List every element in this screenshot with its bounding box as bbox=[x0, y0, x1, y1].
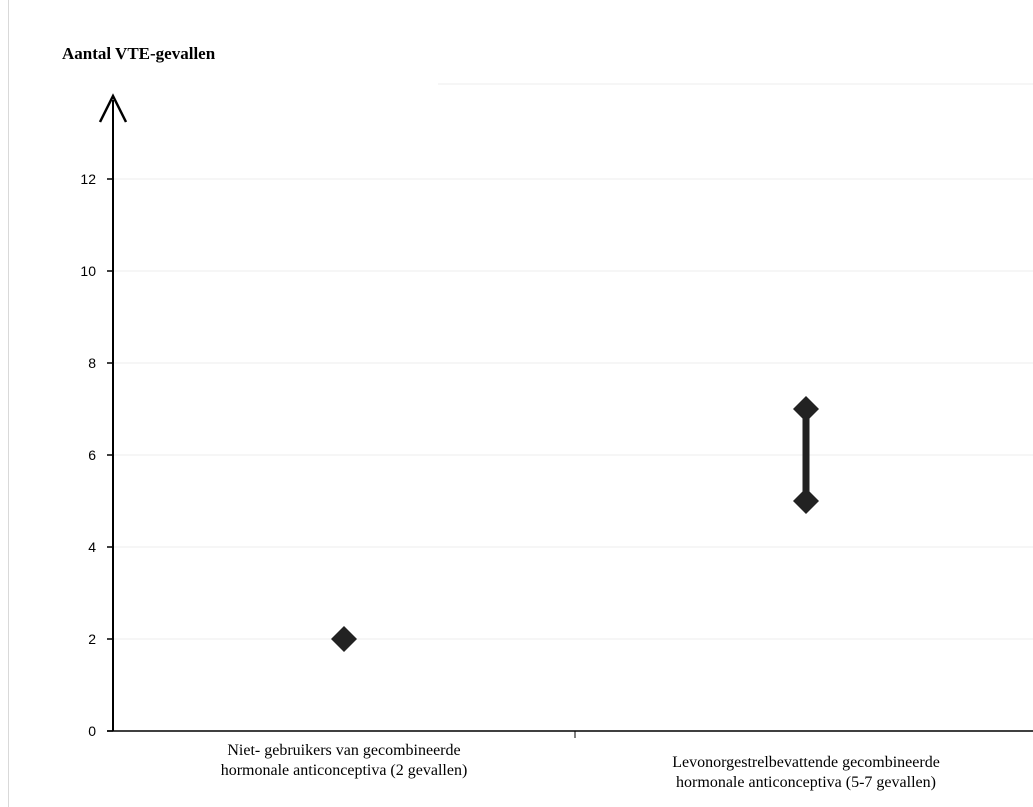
gridlines bbox=[113, 83, 1033, 640]
y-tick-label: 8 bbox=[88, 355, 96, 371]
y-tick-label: 0 bbox=[88, 723, 96, 739]
chart-title: Aantal VTE-gevallen bbox=[62, 44, 216, 63]
data-marks bbox=[331, 396, 819, 652]
x-category-label-line: hormonale anticonceptiva (2 gevallen) bbox=[220, 762, 468, 779]
y-axis-arrowhead bbox=[98, 93, 128, 123]
diamond-marker bbox=[793, 396, 819, 422]
x-category-label: Levonorgestrelbevattende gecombineerde h… bbox=[596, 753, 1016, 793]
diamond-marker bbox=[793, 488, 819, 514]
y-tick-label: 2 bbox=[88, 631, 96, 647]
x-category-label-line: Niet- gebruikers van gecombineerde bbox=[227, 742, 461, 759]
x-category-label: Niet- gebruikers van gecombineerde hormo… bbox=[154, 741, 534, 781]
y-tick-label: 6 bbox=[88, 447, 96, 463]
x-category-label-line: hormonale anticonceptiva (5-7 gevallen) bbox=[676, 774, 936, 791]
diamond-marker bbox=[331, 626, 357, 652]
x-category-label-line: Levonorgestrelbevattende gecombineerde bbox=[672, 754, 940, 771]
y-ticks: 0 2 4 6 8 10 12 bbox=[80, 171, 113, 739]
axes bbox=[98, 93, 1033, 738]
page-margin-rule bbox=[8, 0, 9, 807]
y-tick-label: 10 bbox=[80, 263, 96, 279]
y-tick-label: 4 bbox=[88, 539, 96, 555]
y-tick-label: 12 bbox=[80, 171, 96, 187]
